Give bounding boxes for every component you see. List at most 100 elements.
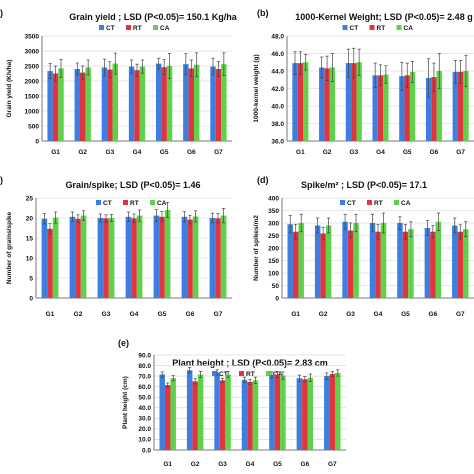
- x-tick-label: G6: [187, 149, 196, 156]
- x-tick-label: G1: [296, 149, 305, 156]
- bar-ca-g1: [52, 217, 59, 298]
- bar-ct-g4: [369, 223, 376, 298]
- x-tick-label: G4: [133, 149, 142, 156]
- x-tick-label: G3: [218, 461, 227, 468]
- bar-ct-g1: [159, 374, 165, 450]
- bar-ct-g4: [372, 75, 378, 141]
- x-tick-label: G6: [429, 311, 438, 318]
- bar-ca-g7: [221, 64, 227, 141]
- panel-label: (d): [257, 175, 269, 185]
- y-tick-label: 36.0: [271, 138, 284, 145]
- bar-ct-g1: [287, 224, 293, 298]
- panel-label: (e): [118, 338, 129, 348]
- legend-swatch-ca: [150, 200, 155, 205]
- y-tick-label: 400: [268, 195, 279, 202]
- bar-rt-g7: [215, 218, 221, 298]
- bar-rt-g6: [187, 219, 193, 298]
- bar-rt-g2: [80, 72, 86, 141]
- y-tick-label: 30.0: [138, 416, 151, 423]
- legend-label-ct: CT: [347, 200, 356, 207]
- bar-ca-g3: [112, 63, 118, 141]
- x-tick-label: G4: [246, 461, 255, 468]
- bar-ct-g3: [345, 63, 352, 141]
- bar-ct-g6: [181, 216, 188, 298]
- bar-ca-g6: [307, 377, 314, 450]
- bar-rt-g5: [161, 67, 167, 141]
- x-tick-label: G7: [328, 461, 337, 468]
- y-tick-label: 48.0: [271, 33, 284, 40]
- x-tick-label: G6: [301, 461, 310, 468]
- bar-rt-g6: [431, 77, 437, 141]
- bar-rt-g1: [52, 73, 59, 141]
- x-tick-label: G6: [186, 311, 195, 318]
- y-axis-label: Grain yield (Kh/ha): [6, 60, 13, 118]
- legend-swatch-rt: [367, 200, 372, 205]
- bar-ct-g1: [292, 63, 298, 141]
- y-tick-label: 10.0: [138, 437, 151, 444]
- bar-ca-g1: [303, 62, 309, 141]
- chart-panel-5: (e) Plant height ; LSD (P<0.05)= 2.83 cm 0…: [118, 338, 346, 468]
- bar-ca-g4: [380, 223, 387, 298]
- panel-label: ): [0, 175, 3, 185]
- y-tick-label: 15: [26, 235, 34, 242]
- legend-swatch-ca: [266, 371, 271, 376]
- y-tick-label: 3500: [25, 33, 40, 40]
- chart-panel-4: (d) Spike/m² ; LSD (P<0.05)= 17.1 0 50 100 15…: [253, 175, 474, 318]
- x-tick-label: G1: [51, 149, 60, 156]
- y-tick-label: 500: [28, 123, 39, 130]
- bar-rt-g4: [377, 75, 384, 141]
- y-tick-label: 20: [26, 215, 34, 222]
- y-tick-label: 10: [26, 255, 34, 262]
- y-tick-label: 40.0: [138, 405, 151, 412]
- panel-label: (b): [257, 8, 269, 18]
- bar-rt-g7: [329, 374, 336, 450]
- legend-label-ca: CA: [404, 25, 414, 32]
- bar-ca-g6: [192, 216, 199, 298]
- bar-ca-g5: [409, 71, 416, 141]
- bar-rt-g5: [402, 231, 409, 298]
- y-tick-label: 0.0: [142, 447, 151, 454]
- x-tick-label: G5: [160, 149, 169, 156]
- bar-ct-g2: [319, 67, 325, 141]
- y-axis-label: Number of grains/spike: [6, 212, 13, 285]
- bar-rt-g7: [457, 71, 464, 141]
- bar-rt-g3: [351, 63, 357, 141]
- bar-ca-g1: [58, 68, 64, 141]
- bar-ca-g5: [408, 229, 414, 298]
- legend-swatch-ct: [342, 25, 348, 30]
- bar-rt-g3: [347, 230, 354, 298]
- legend-swatch-rt: [239, 371, 244, 376]
- legend-label-rt: RT: [246, 371, 255, 378]
- legend-label-ca: CA: [273, 371, 283, 378]
- bar-rt-g6: [430, 231, 436, 298]
- bar-rt-g4: [131, 218, 137, 298]
- x-tick-label: G3: [349, 149, 358, 156]
- chart-title: Spike/m² ; LSD (P<0.05)= 17.1: [301, 180, 427, 190]
- bar-ca-g4: [383, 74, 389, 141]
- chart-panel-2: (b) 1000-Kernel Weight; LSD (P<0.05)= 2.4…: [253, 8, 474, 156]
- bar-ct-g3: [101, 67, 108, 141]
- legend-label-rt: RT: [377, 25, 386, 32]
- y-tick-label: 44.0: [271, 68, 284, 75]
- bar-rt-g7: [457, 231, 464, 298]
- y-tick-label: 3000: [25, 48, 40, 55]
- bar-ca-g7: [220, 215, 227, 298]
- bar-ct-g5: [269, 375, 275, 450]
- legend-label-ca: CA: [157, 200, 167, 207]
- y-tick-label: 60.0: [138, 384, 151, 391]
- bar-rt-g4: [134, 70, 140, 141]
- x-tick-label: G7: [456, 311, 465, 318]
- bar-ct-g1: [41, 218, 48, 298]
- bar-rt-g5: [274, 374, 281, 450]
- x-tick-label: G4: [374, 311, 383, 318]
- y-tick-label: 1000: [25, 108, 40, 115]
- bar-ca-g3: [353, 223, 359, 298]
- x-tick-label: G2: [191, 461, 200, 468]
- panel-label: ): [0, 8, 3, 18]
- x-tick-label: G4: [376, 149, 385, 156]
- x-tick-label: G3: [346, 311, 355, 318]
- y-tick-label: 5: [29, 275, 33, 282]
- bar-rt-g1: [297, 63, 304, 141]
- bar-rt-g6: [302, 379, 308, 450]
- bar-ca-g5: [280, 375, 286, 450]
